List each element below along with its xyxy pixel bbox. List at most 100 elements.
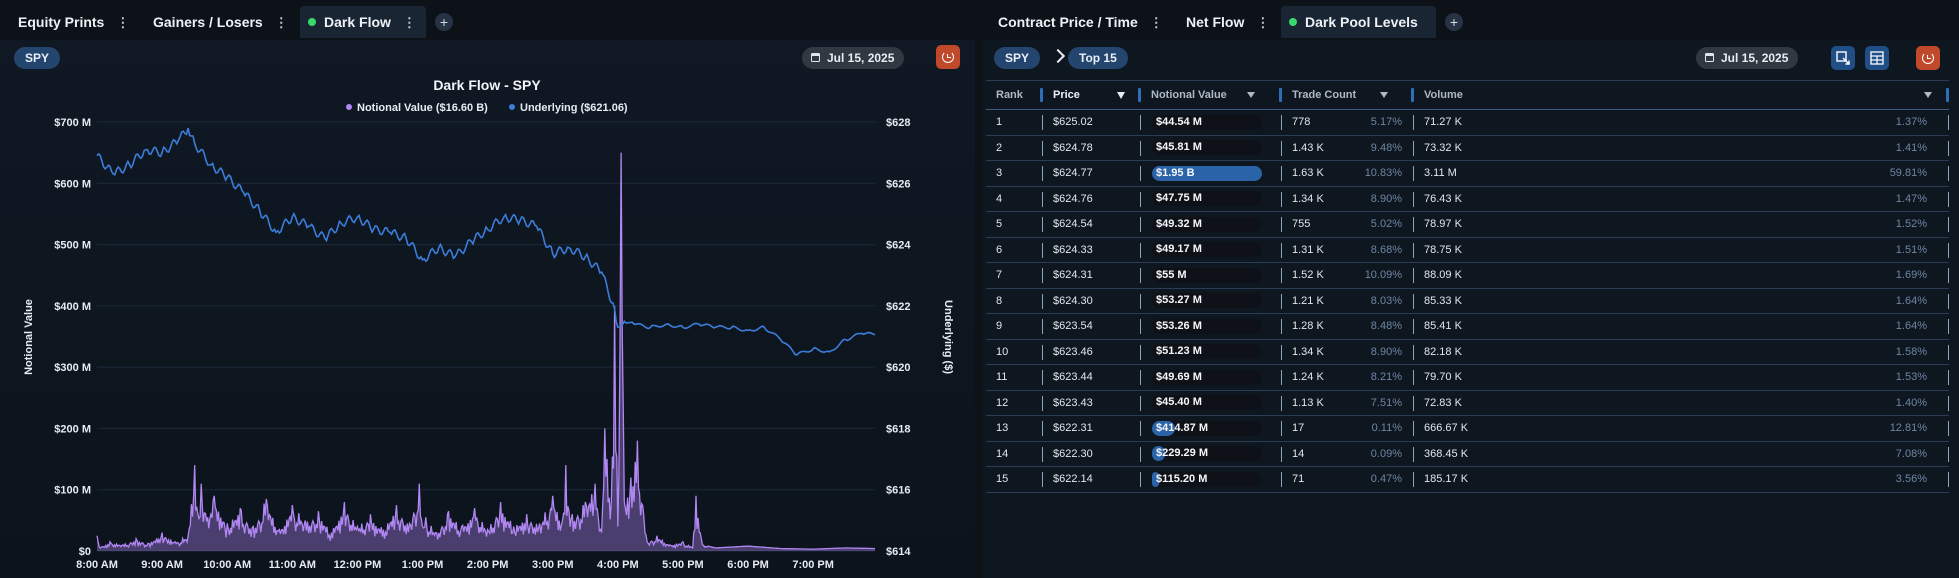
- trade-count-percent: 5.17%: [1370, 116, 1402, 129]
- export-button[interactable]: [1831, 46, 1855, 70]
- table-row[interactable]: 12 $623.43 $45.40 M 1.13 K 7.51% 72.83 K 1.40%: [986, 390, 1949, 416]
- trade-count: 778: [1292, 116, 1311, 129]
- notional-bar-fill: [1152, 471, 1159, 487]
- x-tick-label: 1:00 PM: [402, 559, 444, 571]
- x-tick-label: 3:00 PM: [532, 559, 574, 571]
- scope-pill[interactable]: Top 15: [1068, 47, 1128, 69]
- rank-cell: 15: [986, 466, 1043, 493]
- date-picker[interactable]: Jul 15, 2025: [802, 47, 905, 69]
- volume-percent: 1.41%: [1895, 141, 1927, 154]
- table-row[interactable]: 11 $623.44 $49.69 M 1.24 K 8.21% 79.70 K 1.53%: [986, 364, 1949, 391]
- volume: 85.33 K: [1424, 294, 1462, 307]
- table-row[interactable]: 7 $624.31 $55 M 1.52 K 10.09% 88.09 K 1.69%: [986, 262, 1949, 289]
- table-row[interactable]: 9 $623.54 $53.26 M 1.28 K 8.48% 85.41 K 1.64%: [986, 313, 1949, 340]
- trade-count: 17: [1292, 422, 1305, 435]
- add-tab-button[interactable]: +: [435, 13, 453, 31]
- x-tick-label: 9:00 AM: [141, 559, 183, 571]
- x-tick-label: 4:00 PM: [597, 559, 639, 571]
- x-tick-label: 12:00 PM: [334, 559, 382, 571]
- rank-cell: 2: [986, 135, 1043, 161]
- trade-count: 1.43 K: [1292, 141, 1324, 154]
- trade-count-cell: 1.28 K 8.48%: [1282, 313, 1414, 340]
- tab-label: Equity Prints: [18, 14, 105, 30]
- ticker-pill[interactable]: SPY: [14, 47, 61, 69]
- table-row[interactable]: 4 $624.76 $47.75 M 1.34 K 8.90% 76.43 K 1.47%: [986, 186, 1949, 212]
- price-cell: $624.54: [1043, 211, 1141, 238]
- table-row[interactable]: 8 $624.30 $53.27 M 1.21 K 8.03% 85.33 K 1.64%: [986, 288, 1949, 314]
- x-tick-label: 7:00 PM: [792, 559, 834, 571]
- table-row[interactable]: 3 $624.77 $1.95 B 1.63 K 10.83% 3.11 M 59.81%: [986, 160, 1949, 187]
- notional-cell: $44.54 M: [1141, 109, 1282, 136]
- tab-dark-pool-levels[interactable]: Dark Pool Levels⋮: [1281, 6, 1436, 62]
- tab-dark-flow[interactable]: Dark Flow ⋮: [300, 6, 426, 38]
- reset-button[interactable]: [936, 45, 960, 69]
- ticker-pill[interactable]: SPY: [994, 47, 1041, 69]
- tab-label: Contract Price / Time: [998, 14, 1138, 30]
- reset-button[interactable]: [1916, 46, 1940, 70]
- kebab-menu-icon[interactable]: ⋮: [1149, 15, 1163, 30]
- volume: 78.97 K: [1424, 218, 1462, 231]
- trade-count: 1.13 K: [1292, 396, 1324, 409]
- date-picker[interactable]: Jul 15, 2025: [1696, 47, 1799, 69]
- filter-icon[interactable]: [1924, 92, 1932, 98]
- trade-count-cell: 71 0.47%: [1282, 466, 1414, 493]
- volume-cell: 3.11 M 59.81%: [1414, 160, 1949, 187]
- table-row[interactable]: 15 $622.14 $115.20 M 71 0.47% 185.17 K 3.56%: [986, 466, 1949, 493]
- filter-icon[interactable]: [1246, 92, 1255, 98]
- notional-cell: $49.32 M: [1141, 211, 1282, 238]
- volume: 88.09 K: [1424, 269, 1462, 282]
- columns-button[interactable]: [1865, 46, 1889, 70]
- rank-cell: 12: [986, 390, 1043, 416]
- table-row[interactable]: 2 $624.78 $45.81 M 1.43 K 9.48% 73.32 K 1.41%: [986, 135, 1949, 161]
- trade-count-cell: 1.31 K 8.68%: [1282, 237, 1414, 263]
- sort-descending-icon[interactable]: [1117, 92, 1125, 99]
- kebab-menu-icon[interactable]: ⋮: [402, 15, 416, 30]
- y-left-tick-label: $500 M: [54, 240, 91, 252]
- filter-icon[interactable]: [1380, 92, 1389, 98]
- column-header-price[interactable]: Price: [1043, 80, 1141, 110]
- tab-net-flow[interactable]: Net Flow ⋮: [1178, 6, 1277, 38]
- column-header-volume[interactable]: Volume: [1414, 80, 1949, 110]
- volume-percent: 7.08%: [1895, 447, 1927, 460]
- legend-label-notional: Notional Value ($16.60 B): [357, 102, 488, 114]
- table-row[interactable]: 5 $624.54 $49.32 M 755 5.02% 78.97 K 1.52%: [986, 211, 1949, 238]
- price-cell: $623.46: [1043, 339, 1141, 365]
- trade-count-cell: 1.34 K 8.90%: [1282, 186, 1414, 212]
- price-cell: $624.77: [1043, 160, 1141, 187]
- notional-bar-fill: [1152, 446, 1165, 462]
- column-header-rank[interactable]: Rank: [986, 80, 1043, 110]
- tab-contract-price-time[interactable]: Contract Price / Time ⋮: [990, 6, 1171, 38]
- live-status-dot-icon: [1289, 18, 1297, 27]
- price-cell: $622.30: [1043, 441, 1141, 467]
- column-header-trade-count[interactable]: Trade Count: [1282, 80, 1414, 110]
- kebab-menu-icon[interactable]: ⋮: [1256, 15, 1270, 30]
- notional-cell: $55 M: [1141, 262, 1282, 289]
- column-header-notional-value[interactable]: Notional Value: [1141, 80, 1282, 110]
- add-tab-button[interactable]: +: [1445, 13, 1463, 31]
- table-row[interactable]: 14 $622.30 $229.29 M 14 0.09% 368.45 K 7.08%: [986, 441, 1949, 467]
- volume-percent: 1.37%: [1895, 116, 1927, 129]
- trade-count-percent: 10.09%: [1364, 269, 1402, 282]
- notional-bar: $115.20 M: [1152, 471, 1262, 487]
- trade-count-percent: 0.09%: [1370, 447, 1402, 460]
- trade-count-percent: 8.21%: [1370, 371, 1402, 384]
- tab-label: Gainers / Losers: [153, 14, 263, 30]
- trade-count: 1.21 K: [1292, 294, 1324, 307]
- trade-count-percent: 10.83%: [1364, 167, 1402, 180]
- trade-count-cell: 1.13 K 7.51%: [1282, 390, 1414, 416]
- tab-label: Dark Flow: [324, 14, 391, 30]
- volume: 73.32 K: [1424, 141, 1462, 154]
- table-row[interactable]: 13 $622.31 $414.87 M 17 0.11% 666.67 K 12.81%: [986, 415, 1949, 442]
- notional-cell: $51.23 M: [1141, 339, 1282, 365]
- notional-cell: $45.81 M: [1141, 135, 1282, 161]
- y-right-tick-label: $624: [886, 240, 911, 252]
- trade-count-cell: 778 5.17%: [1282, 109, 1414, 136]
- tab-equity-prints[interactable]: Equity Prints ⋮: [10, 6, 137, 38]
- table-row[interactable]: 6 $624.33 $49.17 M 1.31 K 8.68% 78.75 K 1.51%: [986, 237, 1949, 263]
- table-row[interactable]: 10 $623.46 $51.23 M 1.34 K 8.90% 82.18 K 1.58%: [986, 339, 1949, 365]
- tab-gainers-losers[interactable]: Gainers / Losers ⋮: [145, 6, 296, 38]
- kebab-menu-icon[interactable]: ⋮: [274, 15, 288, 30]
- trade-count: 755: [1292, 218, 1311, 231]
- kebab-menu-icon[interactable]: ⋮: [116, 15, 130, 30]
- table-row[interactable]: 1 $625.02 $44.54 M 778 5.17% 71.27 K 1.37%: [986, 109, 1949, 136]
